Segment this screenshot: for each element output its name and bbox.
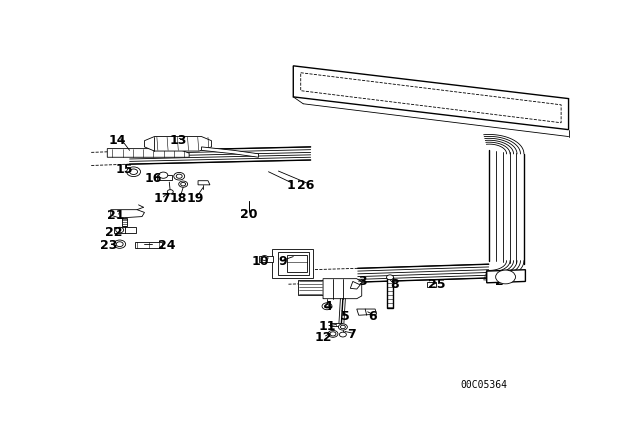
Circle shape	[173, 172, 185, 180]
Text: 14: 14	[108, 134, 126, 147]
Circle shape	[114, 240, 125, 248]
Circle shape	[387, 275, 394, 280]
Text: 8: 8	[390, 278, 399, 291]
Text: 23: 23	[100, 239, 118, 252]
Polygon shape	[428, 282, 436, 287]
Polygon shape	[356, 309, 376, 315]
Circle shape	[129, 169, 138, 174]
Circle shape	[127, 167, 141, 177]
Circle shape	[339, 332, 346, 337]
Polygon shape	[145, 137, 211, 151]
Circle shape	[261, 255, 268, 260]
Text: 00C05364: 00C05364	[461, 380, 508, 390]
Text: 21: 21	[107, 209, 124, 222]
Circle shape	[159, 172, 168, 178]
Text: 4: 4	[324, 300, 332, 313]
Polygon shape	[287, 254, 307, 272]
Polygon shape	[111, 210, 145, 218]
Polygon shape	[202, 147, 259, 157]
Polygon shape	[293, 66, 568, 129]
Polygon shape	[114, 227, 136, 233]
Circle shape	[322, 303, 332, 310]
Text: 3: 3	[358, 275, 367, 288]
Circle shape	[167, 190, 173, 194]
Text: 5: 5	[341, 310, 349, 323]
Text: 11: 11	[318, 320, 336, 333]
Polygon shape	[298, 280, 323, 295]
Text: 25: 25	[428, 278, 446, 291]
Circle shape	[116, 227, 124, 233]
Text: 19: 19	[186, 192, 204, 205]
Circle shape	[328, 331, 338, 337]
Circle shape	[495, 270, 515, 284]
Circle shape	[340, 325, 346, 329]
Polygon shape	[134, 242, 162, 248]
Text: 16: 16	[145, 172, 162, 185]
Polygon shape	[122, 218, 127, 226]
Text: 10: 10	[252, 255, 269, 268]
Polygon shape	[387, 277, 394, 308]
Text: 26: 26	[297, 179, 314, 192]
Polygon shape	[323, 279, 362, 299]
Polygon shape	[486, 270, 525, 283]
Text: 20: 20	[240, 208, 257, 221]
Text: 12: 12	[314, 331, 332, 344]
Text: 13: 13	[170, 134, 187, 147]
Text: 1: 1	[287, 179, 295, 192]
Circle shape	[116, 242, 123, 246]
Text: 6: 6	[369, 310, 377, 323]
Polygon shape	[259, 255, 273, 263]
Circle shape	[176, 174, 182, 178]
Text: 7: 7	[348, 328, 356, 341]
Polygon shape	[198, 181, 210, 185]
Circle shape	[179, 181, 188, 187]
Polygon shape	[157, 175, 172, 180]
Text: 18: 18	[170, 192, 187, 205]
Circle shape	[330, 332, 336, 336]
Text: 15: 15	[116, 163, 133, 176]
Text: 2: 2	[495, 275, 504, 288]
Text: 24: 24	[158, 239, 175, 252]
Polygon shape	[350, 281, 360, 289]
Text: 9: 9	[278, 255, 287, 268]
Polygon shape	[330, 323, 342, 326]
Circle shape	[339, 324, 348, 330]
Polygon shape	[278, 252, 309, 275]
Circle shape	[180, 182, 186, 186]
Polygon shape	[108, 149, 189, 157]
Text: 17: 17	[153, 192, 171, 205]
Circle shape	[324, 305, 330, 308]
Polygon shape	[273, 249, 313, 278]
Text: 22: 22	[105, 226, 122, 239]
